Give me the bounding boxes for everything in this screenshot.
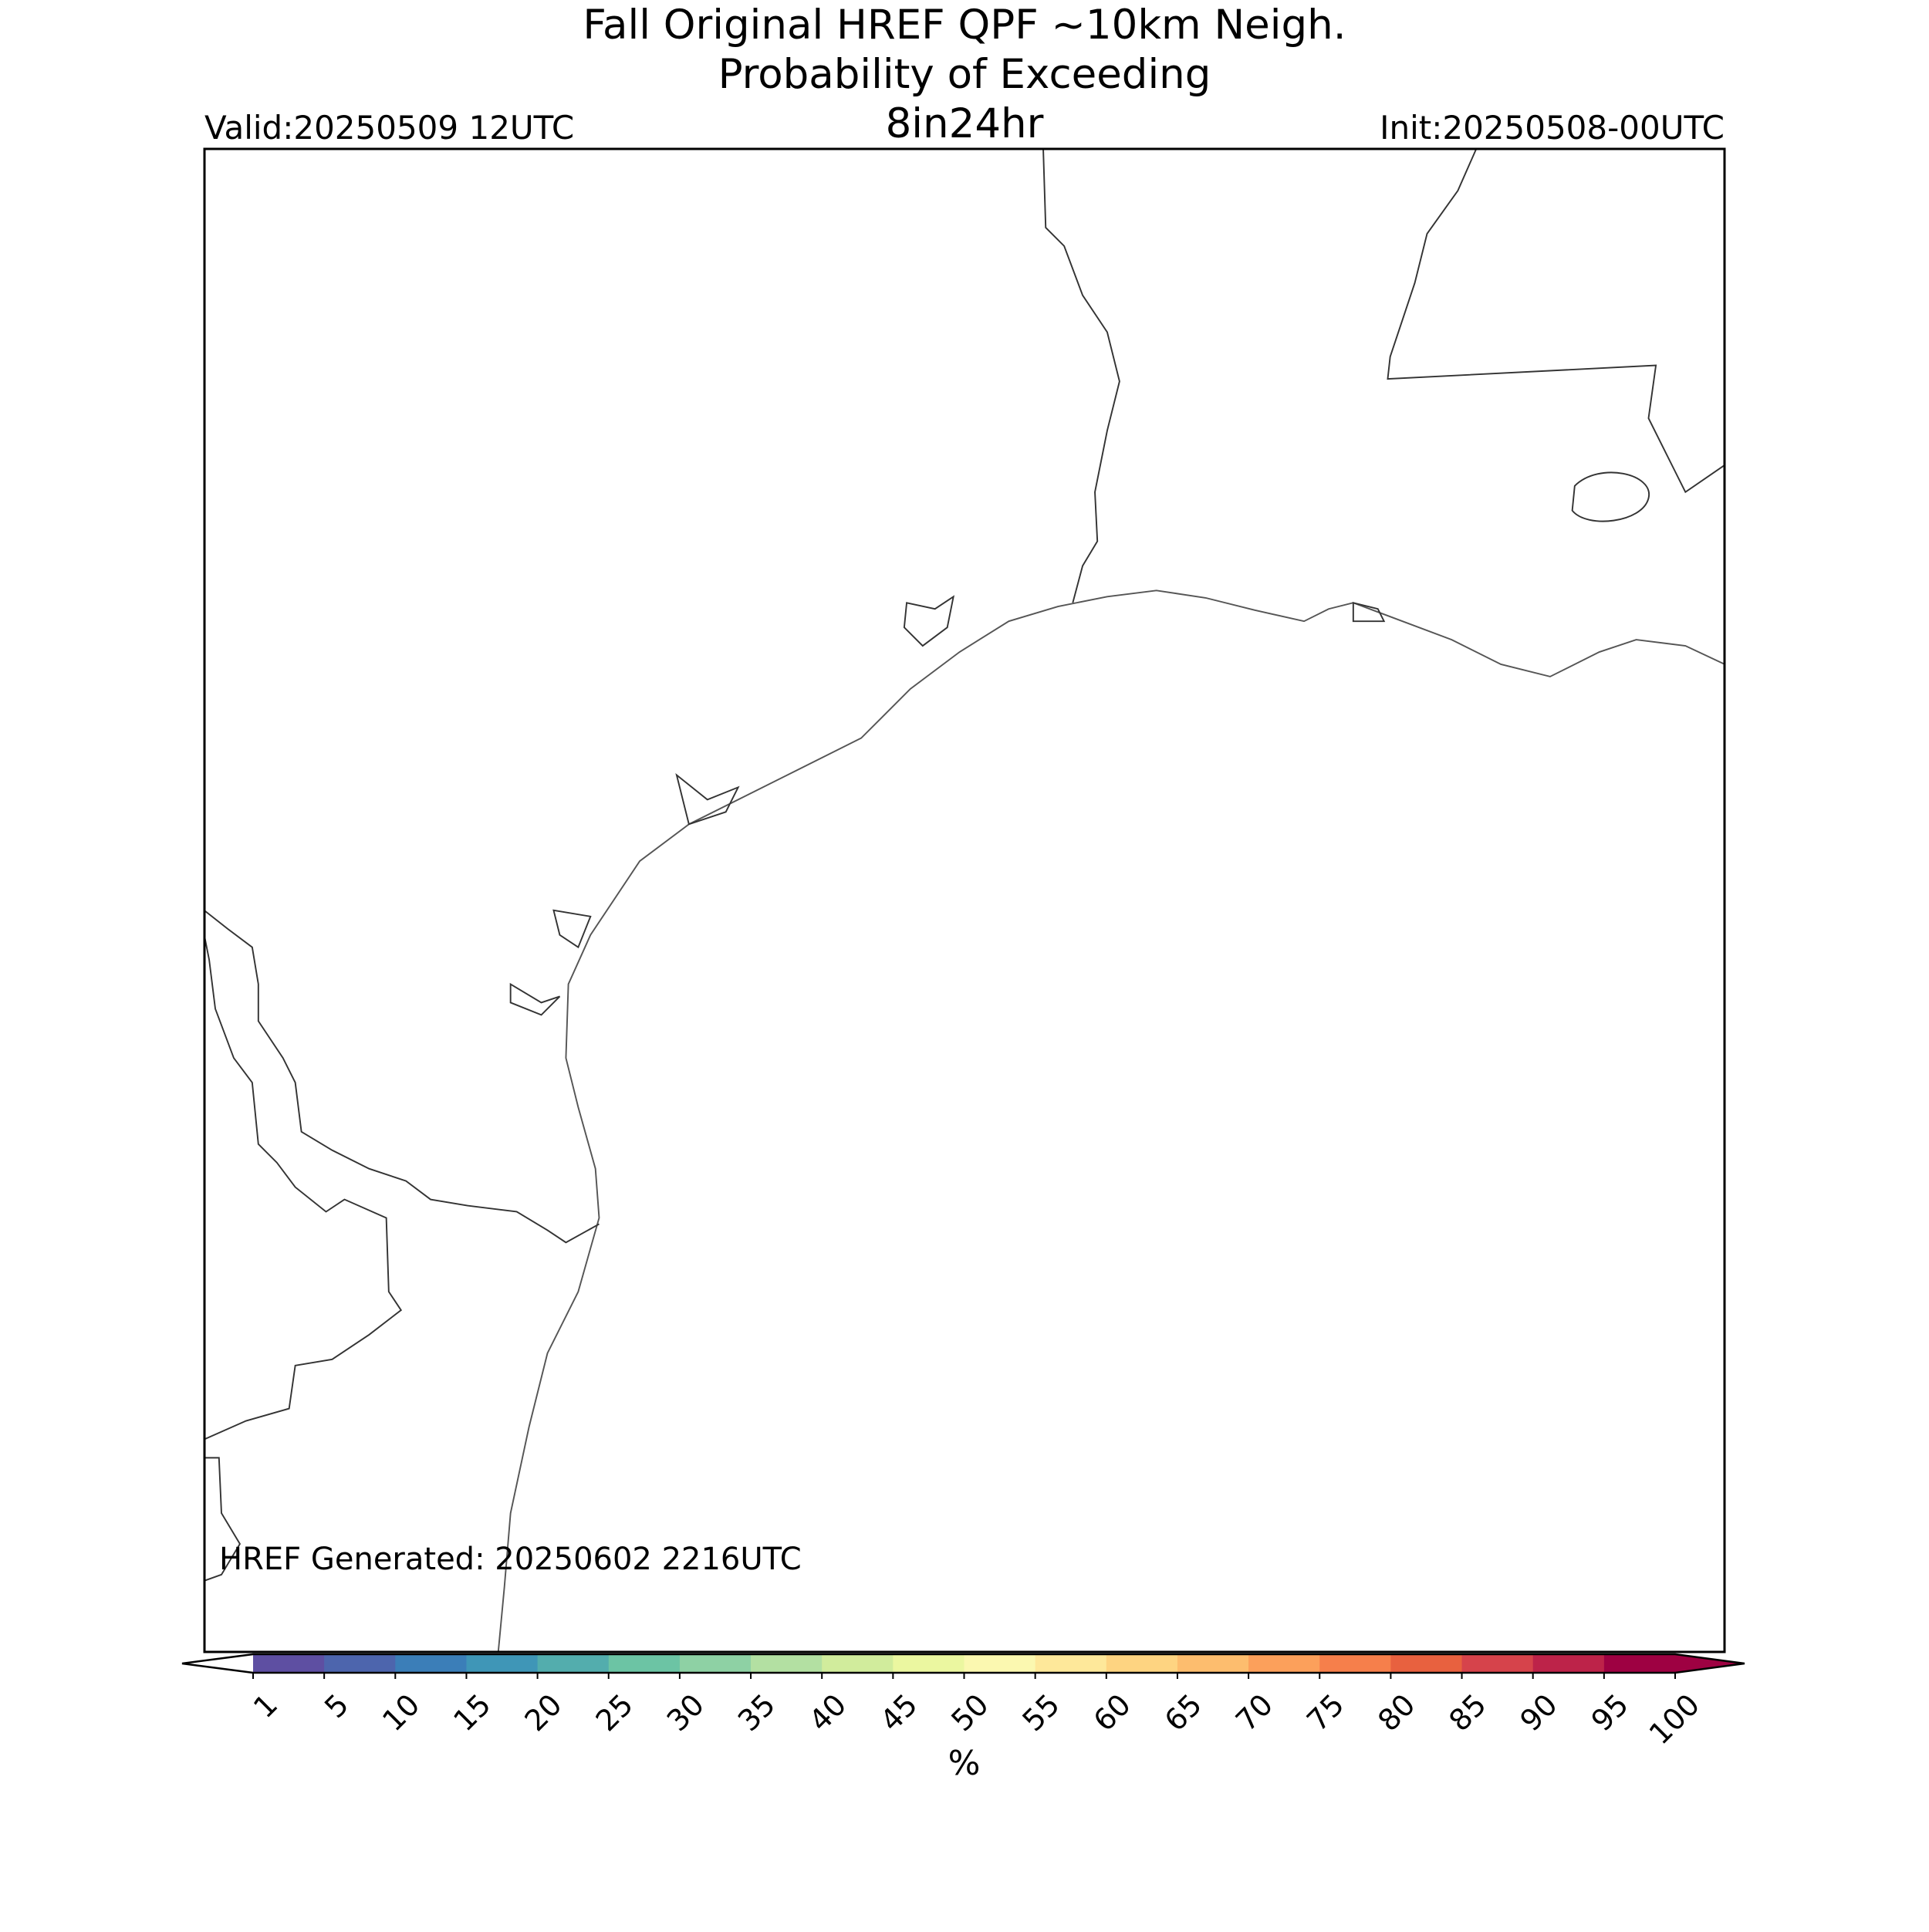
colorbar-segment <box>679 1654 752 1673</box>
colorbar-segment <box>466 1654 539 1673</box>
map-frame <box>203 147 1726 1653</box>
colorbar-segment <box>608 1654 681 1673</box>
colorbar-segment <box>1319 1654 1391 1673</box>
coastline <box>497 589 1725 1653</box>
bays <box>509 595 1386 1016</box>
state-border <box>204 1457 242 1582</box>
valid-time: Valid:20250509 12UTC <box>204 109 574 147</box>
colorbar-segment <box>1390 1654 1463 1673</box>
colorbar-segment <box>893 1654 964 1673</box>
colorbar-segment <box>751 1654 823 1673</box>
colorbar-segment <box>395 1654 467 1673</box>
colorbar-segment <box>1461 1654 1534 1673</box>
colorbar-segment <box>822 1654 894 1673</box>
colorbar-segment <box>253 1654 325 1673</box>
init-time: Init:20250508-00UTC <box>1380 109 1725 147</box>
generated-time: HREF Generated: 20250602 2216UTC <box>219 1542 802 1577</box>
colorbar-over <box>1675 1654 1745 1673</box>
colorbar-segment <box>1532 1654 1605 1673</box>
state-border <box>1042 148 1120 603</box>
state-border <box>203 934 403 1441</box>
colorbar-segment <box>964 1654 1036 1673</box>
title-line: 8in24hr <box>886 100 1044 147</box>
colorbar-segment <box>1248 1654 1320 1673</box>
state-border <box>1387 148 1725 494</box>
lake <box>1571 471 1650 522</box>
title-line: Fall Original HREF QPF ~10km Neigh. <box>583 2 1346 49</box>
colorbar-label: % <box>948 1744 981 1783</box>
colorbar-segment <box>1177 1654 1249 1673</box>
colorbar-segment <box>1035 1654 1107 1673</box>
colorbar-segment <box>537 1654 610 1673</box>
country-border <box>204 910 600 1244</box>
colorbar-segment <box>324 1654 396 1673</box>
colorbar-segment <box>1603 1654 1676 1673</box>
map-lines <box>203 148 1725 1653</box>
title-line: Probability of Exceeding <box>718 51 1211 98</box>
colorbar-under <box>182 1654 253 1673</box>
colorbar-segment <box>1106 1654 1178 1673</box>
